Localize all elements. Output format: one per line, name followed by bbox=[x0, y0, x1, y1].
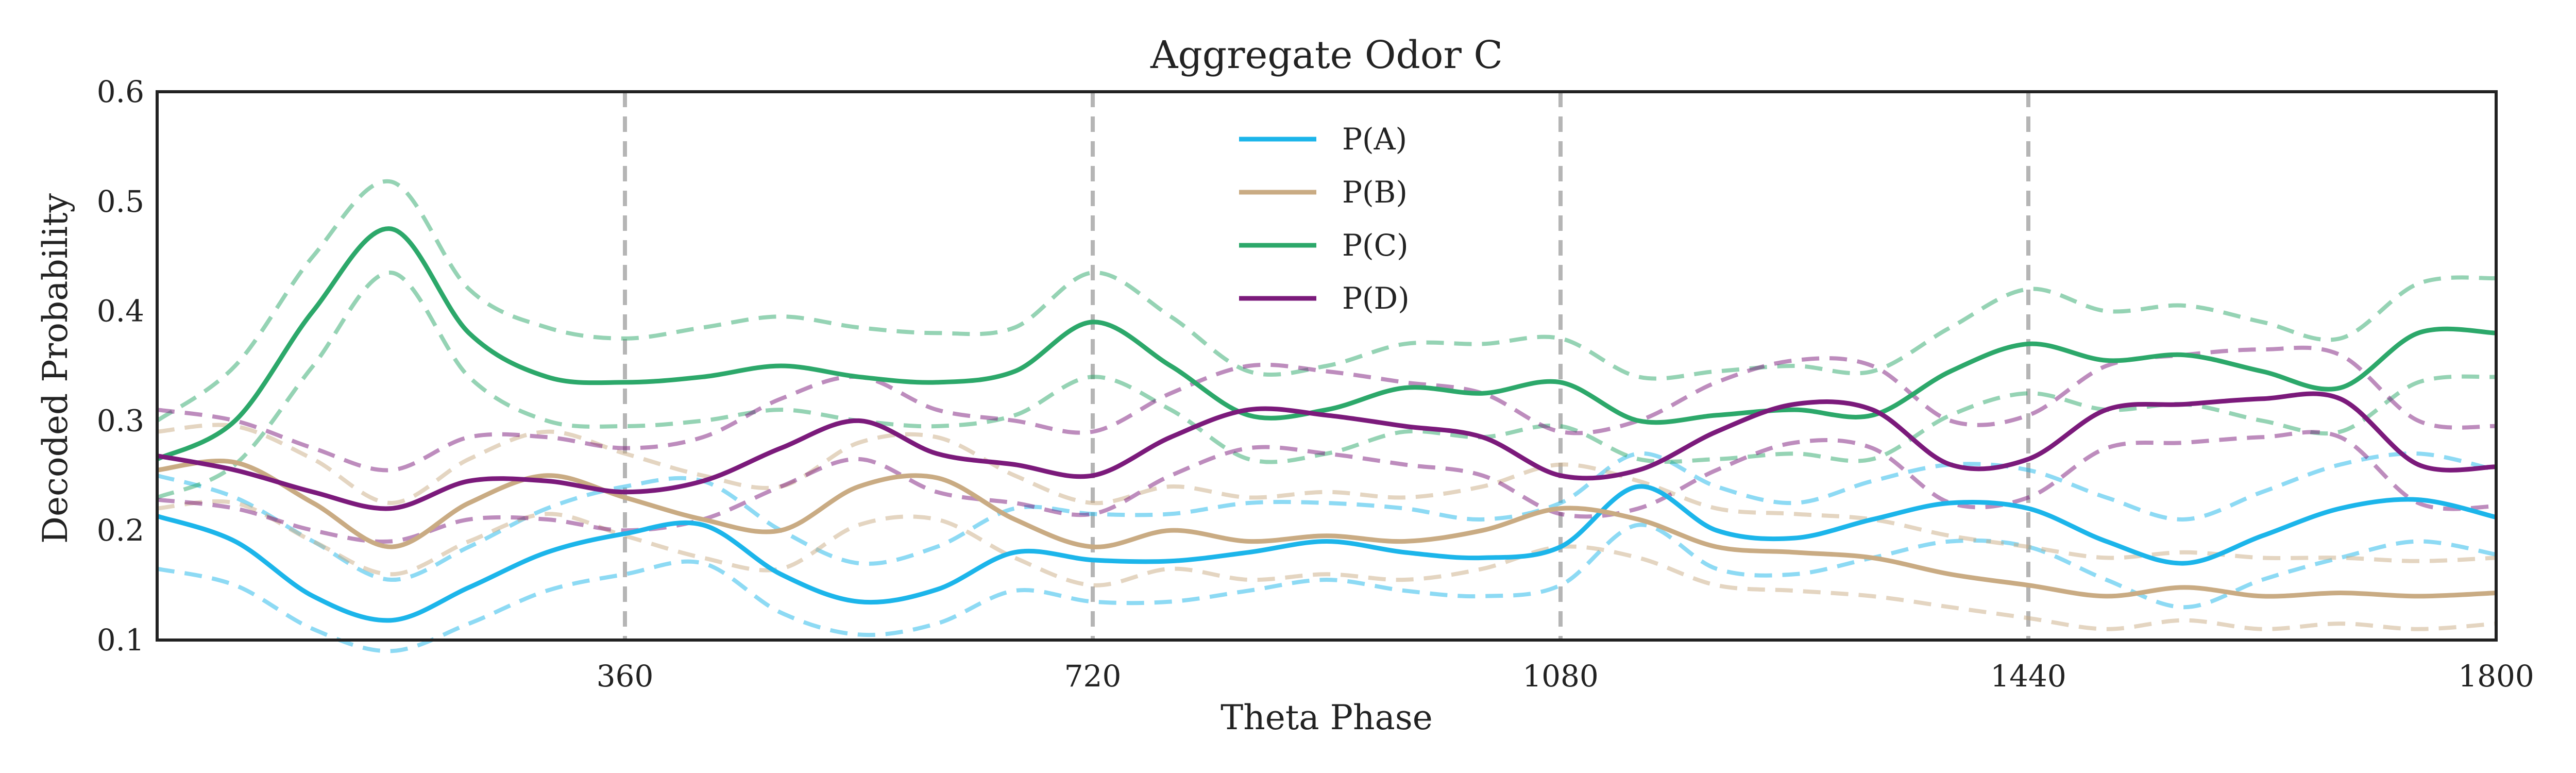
y-tick-label-1: 0.2 bbox=[97, 513, 144, 548]
y-tick-label-5: 0.6 bbox=[97, 74, 144, 109]
series-0-lower-bound bbox=[157, 523, 2497, 653]
legend: P(A) P(B) P(C) P(D) bbox=[1239, 122, 1410, 316]
line-layer bbox=[156, 226, 2497, 623]
x-tick-label-3: 1440 bbox=[1990, 659, 2066, 694]
chart-title: Aggregate Odor C bbox=[1150, 33, 1503, 77]
band-layer bbox=[156, 179, 2497, 653]
x-tick-label-1: 720 bbox=[1064, 659, 1122, 694]
series-1-upper-bound bbox=[157, 423, 2497, 563]
series-0-upper-bound bbox=[156, 451, 2497, 582]
series-2-lower-bound bbox=[156, 271, 2497, 500]
legend-label-3: P(D) bbox=[1342, 281, 1410, 316]
series-3-lower-bound bbox=[157, 430, 2497, 544]
y-tick-label-4: 0.5 bbox=[97, 184, 144, 219]
x-tick-label-0: 360 bbox=[597, 659, 654, 694]
series-3-line bbox=[157, 391, 2497, 511]
plot-frame bbox=[156, 90, 2498, 642]
y-tick-label-0: 0.1 bbox=[97, 623, 144, 658]
x-axis-label: Theta Phase bbox=[1221, 698, 1433, 737]
y-tick-label-2: 0.3 bbox=[97, 403, 144, 438]
series-2-upper-bound bbox=[156, 179, 2497, 423]
legend-label-1: P(B) bbox=[1342, 175, 1408, 210]
series-2-line bbox=[156, 226, 2497, 461]
tick-layer: 360 720 1080 1440 1800 0.1 0.2 0.3 0.4 0.5 0.6 bbox=[97, 74, 2534, 694]
y-axis-label: Decoded Probability bbox=[36, 193, 75, 544]
series-3-upper-bound bbox=[157, 345, 2497, 473]
y-tick-label-3: 0.4 bbox=[97, 294, 144, 329]
series-0-line bbox=[156, 484, 2497, 623]
x-tick-label-4: 1800 bbox=[2458, 659, 2534, 694]
series-1-lower-bound bbox=[157, 499, 2497, 631]
x-tick-label-2: 1080 bbox=[1522, 659, 1599, 694]
legend-label-0: P(A) bbox=[1342, 122, 1407, 157]
series-1-line bbox=[157, 459, 2497, 599]
legend-label-2: P(C) bbox=[1342, 228, 1409, 263]
